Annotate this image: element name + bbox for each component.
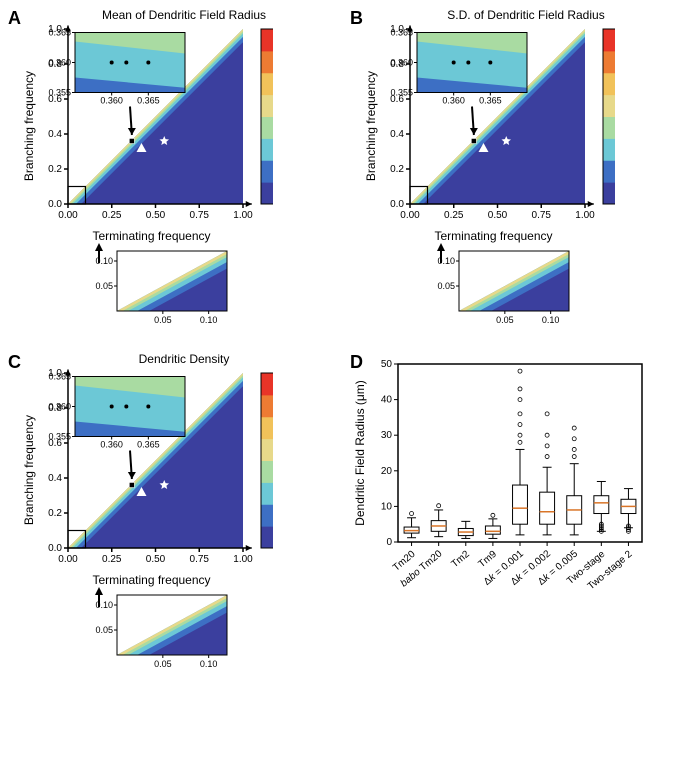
svg-text:0.50: 0.50 xyxy=(488,210,508,221)
x-axis-label: Terminating frequency xyxy=(406,229,581,243)
svg-text:0.4: 0.4 xyxy=(48,129,62,140)
svg-text:0.360: 0.360 xyxy=(442,96,465,106)
svg-text:0.365: 0.365 xyxy=(48,372,71,382)
svg-text:0.365: 0.365 xyxy=(390,28,413,38)
svg-text:0.00: 0.00 xyxy=(400,210,420,221)
svg-text:0.25: 0.25 xyxy=(444,210,464,221)
svg-text:0: 0 xyxy=(386,537,392,548)
boxplot: 0 10 20 30 40 50 Dendritic Field Radius (μm) Tm… xyxy=(350,352,650,632)
svg-text:0.10: 0.10 xyxy=(200,659,218,669)
svg-text:0.50: 0.50 xyxy=(146,554,166,565)
svg-text:0.25: 0.25 xyxy=(102,554,122,565)
x-axis-label: Terminating frequency xyxy=(64,229,239,243)
panel-letter: C xyxy=(8,352,21,373)
svg-text:0.05: 0.05 xyxy=(437,281,455,291)
panel-letter: D xyxy=(350,352,363,373)
svg-text:0.360: 0.360 xyxy=(100,96,123,106)
svg-text:0.0: 0.0 xyxy=(48,543,62,554)
svg-text:0.05: 0.05 xyxy=(496,315,514,325)
heatmap-inset-bottom: 0.05 0.10 0.05 0.10 xyxy=(431,243,581,337)
svg-text:1.00: 1.00 xyxy=(575,210,595,221)
svg-text:0.75: 0.75 xyxy=(190,210,210,221)
svg-text:0.4: 0.4 xyxy=(48,473,62,484)
svg-text:0.355: 0.355 xyxy=(48,432,71,442)
svg-text:0.0: 0.0 xyxy=(390,199,404,210)
svg-text:1.00: 1.00 xyxy=(233,210,253,221)
svg-text:0.05: 0.05 xyxy=(154,315,172,325)
svg-text:0.75: 0.75 xyxy=(532,210,552,221)
svg-text:0.10: 0.10 xyxy=(200,315,218,325)
svg-text:0.50: 0.50 xyxy=(146,210,166,221)
svg-text:Dendritic Field Radius (μm): Dendritic Field Radius (μm) xyxy=(353,380,367,526)
svg-text:0.4: 0.4 xyxy=(390,129,404,140)
svg-text:0.10: 0.10 xyxy=(95,600,113,610)
svg-text:20: 20 xyxy=(381,466,393,477)
heatmap-main: 0.000.250.500.751.000.00.20.40.60.81.00.… xyxy=(380,24,615,229)
svg-text:0.360: 0.360 xyxy=(390,58,413,68)
svg-text:0.355: 0.355 xyxy=(390,88,413,98)
panel-letter: B xyxy=(350,8,363,29)
panel-title: Dendritic Density xyxy=(36,352,332,366)
svg-text:0.05: 0.05 xyxy=(95,281,113,291)
svg-text:0.10: 0.10 xyxy=(542,315,560,325)
panel-title: S.D. of Dendritic Field Radius xyxy=(378,8,674,22)
svg-text:0.360: 0.360 xyxy=(48,402,71,412)
svg-text:0.365: 0.365 xyxy=(479,96,502,106)
y-axis-label: Branching frequency xyxy=(22,415,36,525)
svg-text:0.00: 0.00 xyxy=(58,554,78,565)
heatmap-inset-bottom: 0.05 0.10 0.05 0.10 xyxy=(89,243,239,337)
svg-text:0.05: 0.05 xyxy=(154,659,172,669)
y-axis-label: Branching frequency xyxy=(22,71,36,181)
x-axis-label: Terminating frequency xyxy=(64,573,239,587)
svg-text:40: 40 xyxy=(381,395,393,406)
svg-text:0.75: 0.75 xyxy=(190,554,210,565)
svg-text:10: 10 xyxy=(381,501,393,512)
svg-text:0.365: 0.365 xyxy=(48,28,71,38)
svg-text:0.365: 0.365 xyxy=(137,96,160,106)
svg-text:0.0: 0.0 xyxy=(48,199,62,210)
svg-text:0.355: 0.355 xyxy=(48,88,71,98)
svg-text:30: 30 xyxy=(381,430,393,441)
svg-text:50: 50 xyxy=(381,359,393,370)
heatmap-inset-bottom: 0.05 0.10 0.05 0.10 xyxy=(89,587,239,681)
svg-text:Tm9: Tm9 xyxy=(477,548,500,570)
svg-text:0.2: 0.2 xyxy=(48,164,62,175)
svg-text:Tm2: Tm2 xyxy=(449,548,472,570)
svg-text:0.360: 0.360 xyxy=(100,440,123,450)
svg-text:0.360: 0.360 xyxy=(48,58,71,68)
svg-text:0.365: 0.365 xyxy=(137,440,160,450)
svg-text:1.00: 1.00 xyxy=(233,554,253,565)
heatmap-main: 0.000.250.500.751.000.00.20.40.60.81.00.… xyxy=(38,24,273,229)
svg-text:0.25: 0.25 xyxy=(102,210,122,221)
svg-text:0.10: 0.10 xyxy=(437,256,455,266)
panel-letter: A xyxy=(8,8,21,29)
panel-title: Mean of Dendritic Field Radius xyxy=(36,8,332,22)
heatmap-main: 0.000.250.500.751.000.00.20.40.60.81.00.… xyxy=(38,368,273,573)
svg-text:0.10: 0.10 xyxy=(95,256,113,266)
svg-text:0.2: 0.2 xyxy=(390,164,404,175)
svg-text:0.00: 0.00 xyxy=(58,210,78,221)
svg-text:0.2: 0.2 xyxy=(48,508,62,519)
y-axis-label: Branching frequency xyxy=(364,71,378,181)
svg-text:0.05: 0.05 xyxy=(95,625,113,635)
